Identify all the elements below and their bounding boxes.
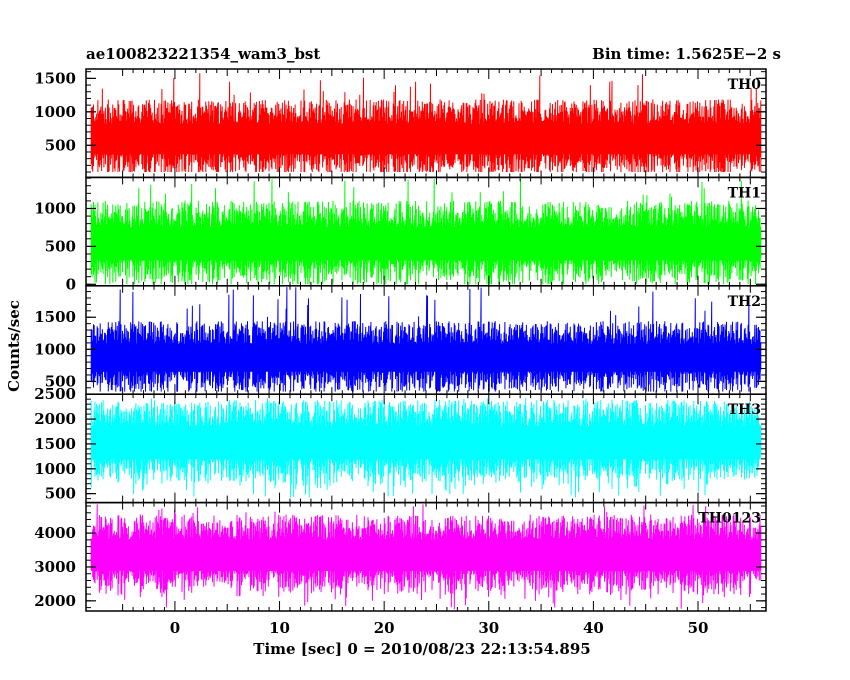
panel-th0: 500 1000 1500 TH0: [34, 68, 767, 179]
series-th2-core: [91, 344, 761, 372]
x-tick-label: 50: [688, 619, 709, 637]
y-tick-label: 1000: [34, 199, 76, 217]
y-tick-label: 500: [45, 136, 76, 154]
y-tick-label: 500: [45, 372, 76, 390]
bin-time-label: Bin time: 1.5625E−2 s: [592, 45, 781, 63]
series-th0-trace: [90, 73, 762, 173]
y-tick-label: 2500: [34, 385, 76, 403]
x-tick-label: 10: [269, 619, 290, 637]
series-th1-core: [91, 227, 761, 261]
y-axis-label: Counts/sec: [5, 300, 23, 392]
y-tick-label: 1500: [34, 435, 76, 453]
y-tick-label: 500: [45, 485, 76, 503]
y-tick-label: 2000: [34, 410, 76, 428]
x-tick-label: 0: [170, 619, 180, 637]
x-axis-label: Time [sec] 0 = 2010/08/23 22:13:54.895: [253, 640, 590, 658]
figure-title: ae100823221354_wam3_bst: [86, 45, 320, 63]
series-th3-core: [91, 426, 761, 460]
y-tick-label: 4000: [34, 524, 76, 542]
panel-label-th1: TH1: [728, 185, 761, 201]
panel-th0123: 2000 3000 4000 TH0123: [34, 501, 767, 612]
y-tick-label: 1000: [34, 460, 76, 478]
y-tick-label: 2000: [34, 592, 76, 610]
panel-label-th0123: TH0123: [698, 511, 761, 527]
panel-label-th3: TH3: [728, 402, 761, 418]
x-tick-label: 20: [374, 619, 395, 637]
y-tick-label: 1000: [34, 340, 76, 358]
x-tick-label: 40: [583, 619, 604, 637]
series-th2-trace: [90, 287, 762, 392]
y-tick-label: 0: [66, 275, 76, 293]
y-tick-label: 1500: [34, 308, 76, 326]
panel-th1: 0 500 1000 TH1: [34, 176, 767, 293]
series-th0-core: [91, 124, 761, 155]
x-tick-label: 30: [478, 619, 499, 637]
y-tick-label: 1000: [34, 103, 76, 121]
series-th0123-core: [91, 539, 761, 571]
y-tick-label: 1500: [34, 69, 76, 87]
panel-th2: 500 1000 1500 TH2: [34, 285, 767, 395]
y-tick-label: 500: [45, 237, 76, 255]
y-tick-label: 3000: [34, 558, 76, 576]
panel-label-th0: TH0: [728, 77, 762, 93]
panel-th3: 500 1000 1500 2000 2500 TH3: [34, 385, 767, 504]
panel-label-th2: TH2: [728, 294, 761, 310]
